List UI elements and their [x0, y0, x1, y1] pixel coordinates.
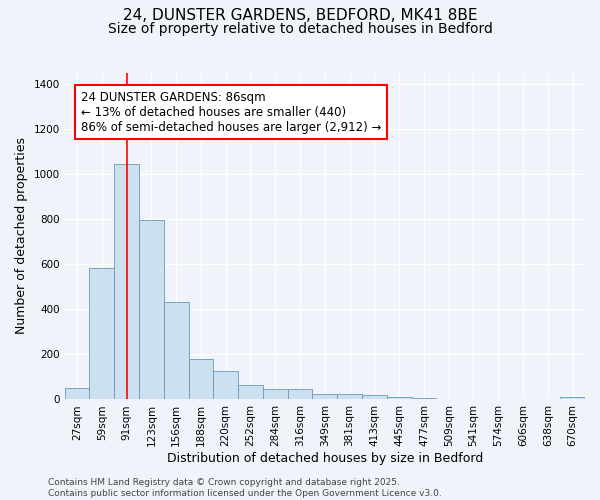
- Bar: [287, 389, 313, 400]
- Bar: [337, 394, 362, 400]
- Bar: [214, 372, 238, 400]
- Y-axis label: Number of detached properties: Number of detached properties: [15, 138, 28, 334]
- Text: Contains HM Land Registry data © Crown copyright and database right 2025.
Contai: Contains HM Land Registry data © Crown c…: [48, 478, 442, 498]
- Bar: [114, 164, 139, 400]
- X-axis label: Distribution of detached houses by size in Bedford: Distribution of detached houses by size …: [167, 452, 483, 465]
- Bar: [313, 394, 337, 400]
- Bar: [139, 220, 164, 400]
- Text: 24 DUNSTER GARDENS: 86sqm
← 13% of detached houses are smaller (440)
86% of semi: 24 DUNSTER GARDENS: 86sqm ← 13% of detac…: [81, 90, 381, 134]
- Bar: [412, 398, 436, 400]
- Bar: [188, 359, 214, 400]
- Bar: [89, 268, 114, 400]
- Bar: [164, 302, 188, 400]
- Bar: [560, 397, 585, 400]
- Bar: [65, 388, 89, 400]
- Bar: [387, 397, 412, 400]
- Text: Size of property relative to detached houses in Bedford: Size of property relative to detached ho…: [107, 22, 493, 36]
- Bar: [238, 385, 263, 400]
- Bar: [362, 396, 387, 400]
- Text: 24, DUNSTER GARDENS, BEDFORD, MK41 8BE: 24, DUNSTER GARDENS, BEDFORD, MK41 8BE: [123, 8, 477, 22]
- Bar: [263, 390, 287, 400]
